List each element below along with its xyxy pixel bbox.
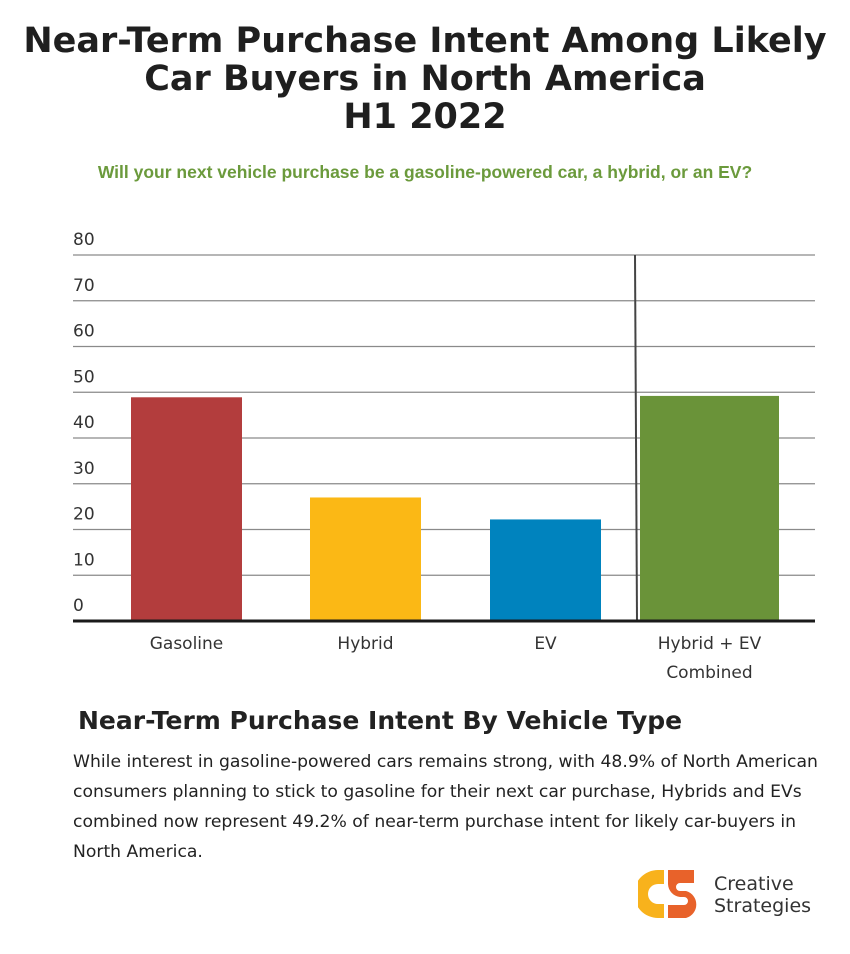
body-text: While interest in gasoline-powered cars …: [73, 752, 818, 862]
x-tick-label: Hybrid + EV: [658, 634, 762, 654]
bar-hybrid: [310, 497, 421, 621]
logo-line: Strategies: [714, 895, 812, 917]
chart-title: Near-Term Purchase Intent Among Likely C…: [0, 22, 850, 136]
y-tick-label: 60: [73, 322, 95, 342]
bar-gasoline: [131, 397, 242, 621]
y-tick-label: 20: [73, 505, 95, 525]
x-tick-label: EV: [534, 634, 557, 654]
bar-ev: [490, 519, 601, 621]
chart-subtitle: Will your next vehicle purchase be a gas…: [97, 162, 753, 182]
y-tick-label: 10: [73, 550, 95, 570]
y-tick-label: 70: [73, 276, 95, 296]
title-line: Car Buyers in North America: [144, 59, 706, 99]
y-tick-label: 80: [73, 230, 95, 250]
y-tick-label: 50: [73, 367, 95, 387]
creative-strategies-logo: [638, 870, 697, 918]
x-tick-label: Hybrid: [337, 634, 393, 654]
x-tick-label: Combined: [666, 663, 752, 683]
y-tick-label: 0: [73, 596, 84, 616]
logo-line: Creative: [714, 873, 794, 895]
y-tick-label: 30: [73, 459, 95, 479]
divider-line: [634, 254, 638, 622]
bar-chart: 0 10 20 30 40 50 60 70 80 Gasoline Hybrid EV Hybrid …: [73, 230, 815, 683]
section-title: Near-Term Purchase Intent By Vehicle Typ…: [78, 706, 683, 735]
logo-text: Creative Strategies: [714, 873, 811, 917]
y-tick-label: 40: [73, 413, 95, 433]
title-line: H1 2022: [343, 97, 507, 137]
x-tick-label: Gasoline: [150, 634, 224, 654]
title-line: Near-Term Purchase Intent Among Likely: [23, 21, 827, 61]
bar-hybrid-ev-combined: [640, 395, 779, 621]
